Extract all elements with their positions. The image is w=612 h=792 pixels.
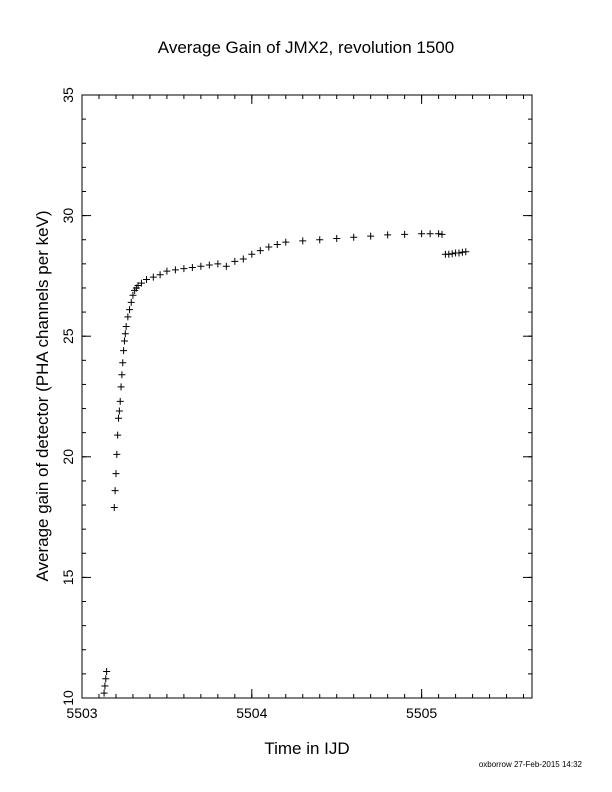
plus-marker — [156, 271, 164, 279]
plus-marker — [121, 330, 129, 338]
axis-ticks — [81, 94, 532, 699]
plus-marker — [188, 263, 196, 271]
plus-marker — [110, 503, 118, 511]
plus-marker — [180, 265, 188, 273]
plus-marker — [112, 470, 120, 478]
plus-marker — [118, 371, 126, 379]
plus-marker — [367, 232, 375, 240]
plus-marker — [113, 450, 121, 458]
plus-marker — [149, 273, 157, 281]
y-tick-label: 15 — [60, 569, 76, 585]
tick-labels: 5503 5504 5505 10 15 20 25 30 35 — [60, 87, 437, 721]
plus-marker — [256, 247, 264, 255]
plus-marker — [111, 487, 119, 495]
plus-marker — [100, 689, 108, 697]
plus-marker — [438, 230, 446, 238]
y-tick-label: 30 — [60, 208, 76, 224]
y-tick-label: 25 — [60, 328, 76, 344]
plus-marker — [350, 233, 358, 241]
plus-marker — [197, 262, 205, 270]
x-tick-label: 5503 — [66, 705, 97, 721]
data-points — [100, 230, 470, 697]
y-axis-label: Average gain of detector (PHA channels p… — [33, 210, 52, 582]
plus-marker — [102, 675, 110, 683]
plus-marker — [231, 257, 239, 265]
plus-marker — [116, 397, 124, 405]
plus-marker — [455, 249, 463, 257]
plus-marker — [333, 235, 341, 243]
plus-marker — [117, 383, 125, 391]
plus-marker — [103, 667, 111, 675]
plus-marker — [122, 323, 130, 331]
plus-marker — [101, 682, 109, 690]
plus-marker — [222, 262, 230, 270]
plus-marker — [214, 260, 222, 268]
plus-marker — [137, 279, 145, 287]
plus-marker — [127, 298, 135, 306]
plus-marker — [120, 347, 128, 355]
plus-marker — [115, 407, 123, 415]
x-tick-label: 5504 — [236, 705, 267, 721]
plus-marker — [115, 414, 123, 422]
x-tick-label: 5505 — [406, 705, 437, 721]
footer-stamp: oxborrow 27-Feb-2015 14:32 — [478, 760, 582, 769]
plus-marker — [114, 431, 122, 439]
plus-marker — [163, 267, 171, 275]
plus-marker — [435, 230, 443, 238]
plus-marker — [426, 230, 434, 238]
plus-marker — [316, 236, 324, 244]
chart-title: Average Gain of JMX2, revolution 1500 — [157, 38, 455, 57]
plus-marker — [265, 243, 273, 251]
x-axis-label: Time in IJD — [264, 739, 350, 758]
plus-marker — [126, 306, 134, 314]
plus-marker — [273, 241, 281, 249]
plus-marker — [384, 231, 392, 239]
plus-marker — [418, 230, 426, 238]
plus-marker — [448, 250, 456, 258]
plus-marker — [143, 276, 151, 284]
plot-frame — [81, 94, 533, 699]
plus-marker — [299, 237, 307, 245]
y-tick-label: 20 — [60, 449, 76, 465]
plus-marker — [282, 238, 290, 246]
plus-marker — [205, 261, 213, 269]
plus-marker — [124, 313, 132, 321]
y-tick-label: 35 — [60, 87, 76, 103]
plus-marker — [401, 230, 409, 238]
y-tick-label: 10 — [60, 690, 76, 706]
plus-marker — [120, 337, 128, 345]
plus-marker — [119, 359, 127, 367]
plus-marker — [462, 248, 470, 256]
plus-marker — [129, 291, 137, 299]
plus-marker — [248, 250, 256, 258]
plus-marker — [239, 255, 247, 263]
plus-marker — [171, 266, 179, 274]
